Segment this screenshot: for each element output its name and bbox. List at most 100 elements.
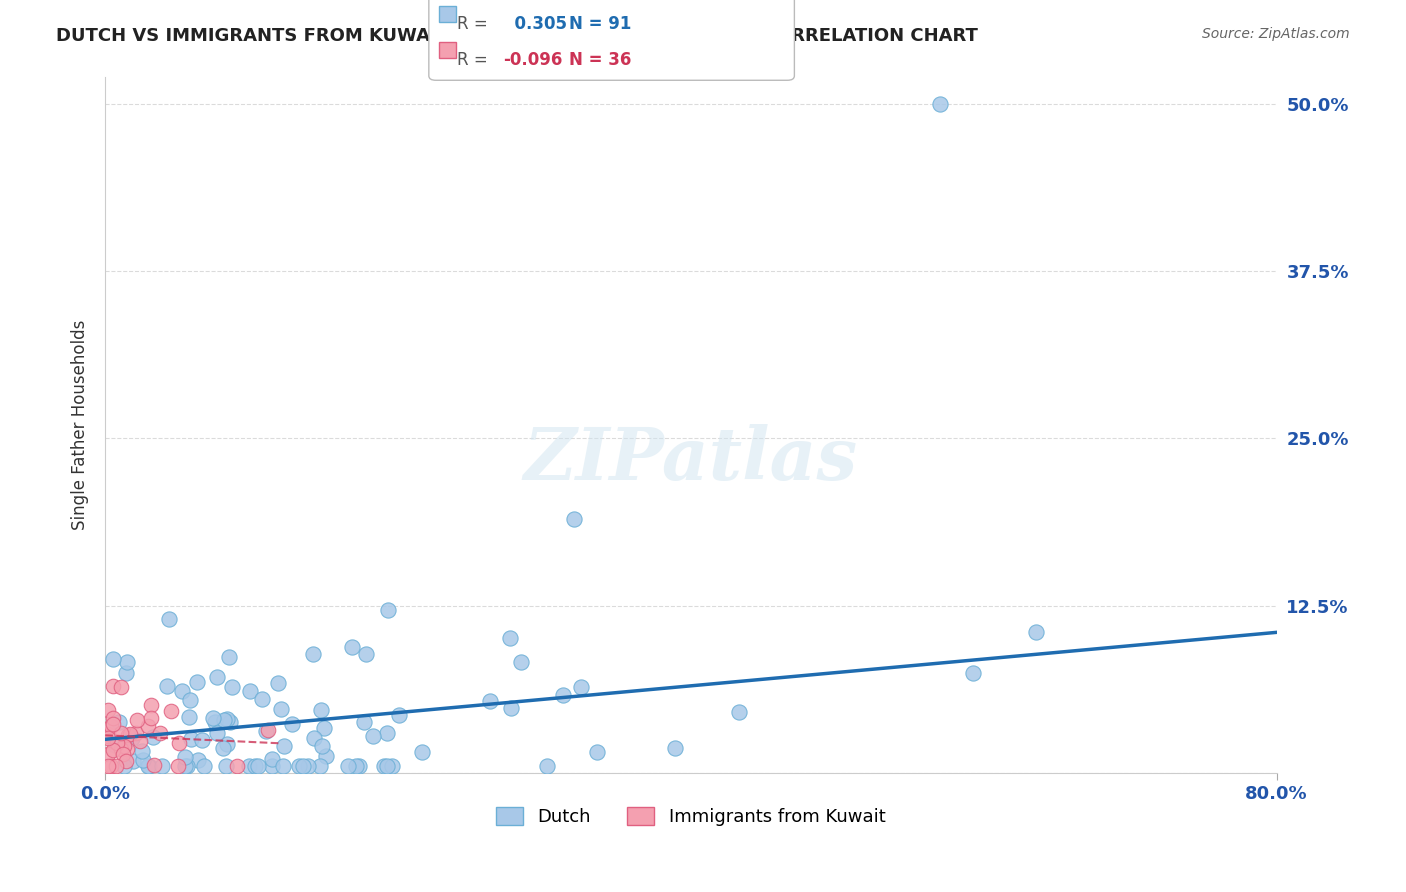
Point (314, 721, 336, 735)
Point (219, 714, 242, 729)
Point (191, 733, 214, 747)
Point (115, 742, 138, 756)
Point (122, 754, 145, 768)
Text: R =: R = (457, 15, 488, 33)
Point (193, 759, 215, 773)
Point (270, 701, 292, 715)
Point (569, 680, 592, 694)
Point (186, 753, 208, 767)
Point (311, 739, 333, 753)
Point (142, 731, 165, 745)
Point (110, 726, 132, 740)
Point (243, 759, 266, 773)
Point (212, 741, 235, 756)
Point (138, 759, 160, 773)
Point (186, 675, 208, 690)
Point (215, 759, 238, 773)
Point (664, 740, 686, 755)
Point (97, 729, 120, 743)
Point (536, 759, 558, 773)
Point (309, 759, 332, 773)
Point (212, 713, 235, 727)
Point (114, 754, 136, 768)
Point (217, 737, 239, 751)
Point (247, 759, 270, 773)
Point (478, 694, 501, 708)
Point (271, 759, 294, 773)
Point (112, 739, 135, 753)
Point (218, 649, 240, 664)
Point (281, 716, 304, 731)
Point (254, 723, 277, 738)
Point (297, 759, 319, 773)
Point (100, 759, 122, 773)
Point (728, 706, 751, 720)
Point (260, 752, 283, 766)
Point (347, 759, 370, 773)
Point (356, 647, 378, 661)
Point (132, 752, 155, 766)
Point (1025, 624, 1047, 639)
Point (344, 759, 367, 773)
Point (363, 729, 385, 743)
Point (301, 647, 323, 661)
Legend: Dutch, Immigrants from Kuwait: Dutch, Immigrants from Kuwait (489, 799, 893, 833)
Point (377, 759, 399, 773)
Point (125, 713, 148, 727)
Point (174, 749, 197, 764)
Point (288, 759, 311, 773)
Point (373, 759, 395, 773)
Point (141, 698, 163, 713)
Point (112, 759, 135, 773)
Point (136, 759, 159, 773)
Point (157, 612, 180, 626)
Point (499, 701, 522, 715)
Point (110, 680, 132, 694)
Point (510, 655, 533, 669)
Point (97, 727, 120, 741)
Point (117, 728, 139, 742)
Point (179, 693, 201, 707)
Text: 0.305: 0.305 (503, 15, 568, 33)
Text: R =: R = (457, 51, 488, 69)
Point (100, 719, 122, 733)
Point (129, 733, 152, 747)
Point (142, 758, 165, 772)
Point (131, 744, 153, 758)
Point (260, 759, 283, 773)
Point (388, 708, 411, 723)
Text: N = 91: N = 91 (569, 15, 631, 33)
Point (315, 749, 337, 764)
Point (160, 704, 183, 718)
Point (273, 739, 295, 753)
Point (103, 711, 125, 725)
Point (139, 711, 162, 725)
Point (340, 640, 363, 655)
Text: N = 36: N = 36 (569, 51, 631, 69)
Point (112, 747, 135, 761)
Point (121, 731, 143, 746)
Point (551, 688, 574, 702)
Text: -0.096: -0.096 (503, 51, 562, 69)
Point (177, 710, 200, 724)
Point (176, 759, 198, 773)
Point (97, 747, 120, 761)
Point (136, 719, 159, 733)
Point (180, 732, 202, 747)
Point (155, 679, 177, 693)
Point (115, 665, 138, 680)
Point (101, 652, 124, 666)
Point (107, 714, 129, 729)
Point (353, 715, 375, 730)
Point (149, 726, 172, 740)
Point (221, 680, 243, 694)
Point (217, 712, 239, 726)
Point (104, 738, 127, 752)
Text: Source: ZipAtlas.com: Source: ZipAtlas.com (1202, 27, 1350, 41)
Point (117, 655, 139, 669)
Point (110, 742, 132, 756)
Point (381, 759, 404, 773)
Point (167, 759, 190, 773)
Point (337, 759, 360, 773)
Point (97, 731, 120, 745)
